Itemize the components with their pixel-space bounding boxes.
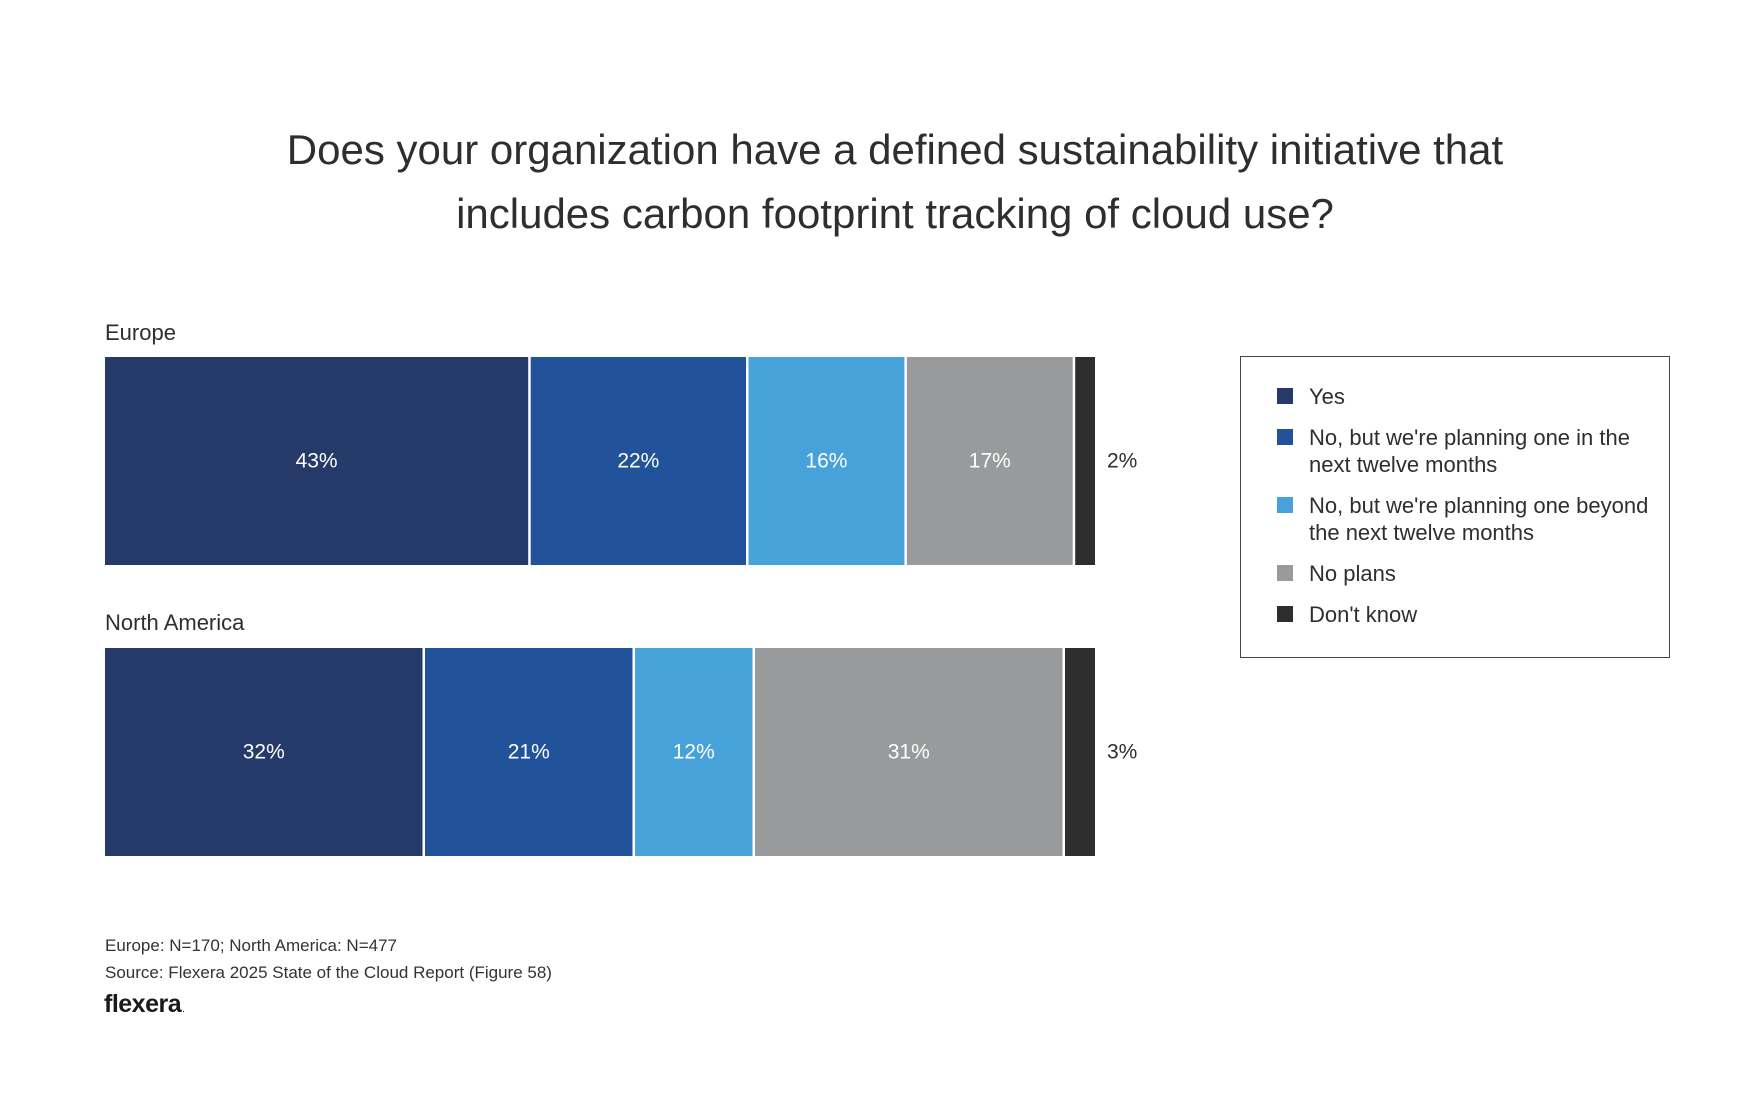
data-label-north-america-don-t-know: 3% — [1107, 741, 1137, 764]
legend-swatch-yes — [1277, 388, 1293, 404]
legend-label-planning-next-twelve: No, but we're planning one in the next t… — [1309, 425, 1630, 477]
data-label-north-america-yes: 32% — [243, 741, 285, 764]
legend-item-planning-next-twelve: No, but we're planning one in the next t… — [1277, 424, 1669, 478]
data-label-europe-don-t-know: 2% — [1107, 450, 1137, 473]
bar-europe-no-but-we-re-planning-one-in-the-next-twelve-months — [530, 357, 746, 565]
bar-north-america-no-but-we-re-planning-one-beyond-the-next-twelve-months — [635, 648, 753, 856]
category-label-north-america: North America — [105, 610, 245, 635]
bar-north-america-no-plans — [755, 648, 1063, 856]
bar-europe-no-but-we-re-planning-one-beyond-the-next-twelve-months — [748, 357, 905, 565]
legend-swatch-dont-know — [1277, 606, 1293, 622]
data-label-north-america-no-but-we-re-planning-one-beyond-the-next-twelve-months: 12% — [673, 741, 715, 764]
legend-item-planning-beyond-twelve: No, but we're planning one beyond the ne… — [1277, 492, 1669, 546]
bar-north-america-don-t-know — [1065, 648, 1095, 856]
chart-title: Does your organization have a defined su… — [200, 118, 1590, 246]
legend-item-yes: Yes — [1277, 383, 1669, 410]
legend-label-planning-beyond-twelve: No, but we're planning one beyond the ne… — [1309, 493, 1649, 545]
logo-mark: . — [182, 1004, 185, 1015]
bar-europe-no-plans — [906, 357, 1073, 565]
data-label-north-america-no-plans: 31% — [888, 741, 930, 764]
chart-title-line-1: Does your organization have a defined su… — [286, 126, 1504, 173]
legend-item-no-plans: No plans — [1277, 560, 1669, 587]
legend-item-dont-know: Don't know — [1277, 601, 1669, 628]
chart-legend: Yes No, but we're planning one in the ne… — [1240, 356, 1670, 658]
data-label-europe-no-plans: 17% — [969, 450, 1011, 473]
flexera-logo: flexera. — [104, 990, 185, 1019]
bar-europe-yes — [105, 357, 529, 565]
legend-swatch-planning-next-twelve — [1277, 429, 1293, 445]
legend-label-no-plans: No plans — [1309, 561, 1396, 586]
legend-swatch-no-plans — [1277, 565, 1293, 581]
bar-north-america-no-but-we-re-planning-one-in-the-next-twelve-months — [425, 648, 633, 856]
data-label-europe-no-but-we-re-planning-one-in-the-next-twelve-months: 22% — [617, 450, 659, 473]
data-label-north-america-no-but-we-re-planning-one-in-the-next-twelve-months: 21% — [508, 741, 550, 764]
logo-text: flexera — [104, 990, 182, 1018]
bar-north-america-yes — [105, 648, 423, 856]
legend-label-dont-know: Don't know — [1309, 602, 1418, 627]
legend-swatch-planning-beyond-twelve — [1277, 497, 1293, 513]
bar-europe-don-t-know — [1075, 357, 1095, 565]
sample-size-note: Europe: N=170; North America: N=477 — [105, 936, 397, 955]
category-label-europe: Europe — [105, 320, 176, 345]
data-label-europe-no-but-we-re-planning-one-beyond-the-next-twelve-months: 16% — [805, 450, 847, 473]
chart-title-line-2: includes carbon footprint tracking of cl… — [456, 190, 1334, 237]
source-note: Source: Flexera 2025 State of the Cloud … — [105, 963, 552, 982]
legend-label-yes: Yes — [1309, 384, 1345, 409]
data-label-europe-yes: 43% — [296, 450, 338, 473]
